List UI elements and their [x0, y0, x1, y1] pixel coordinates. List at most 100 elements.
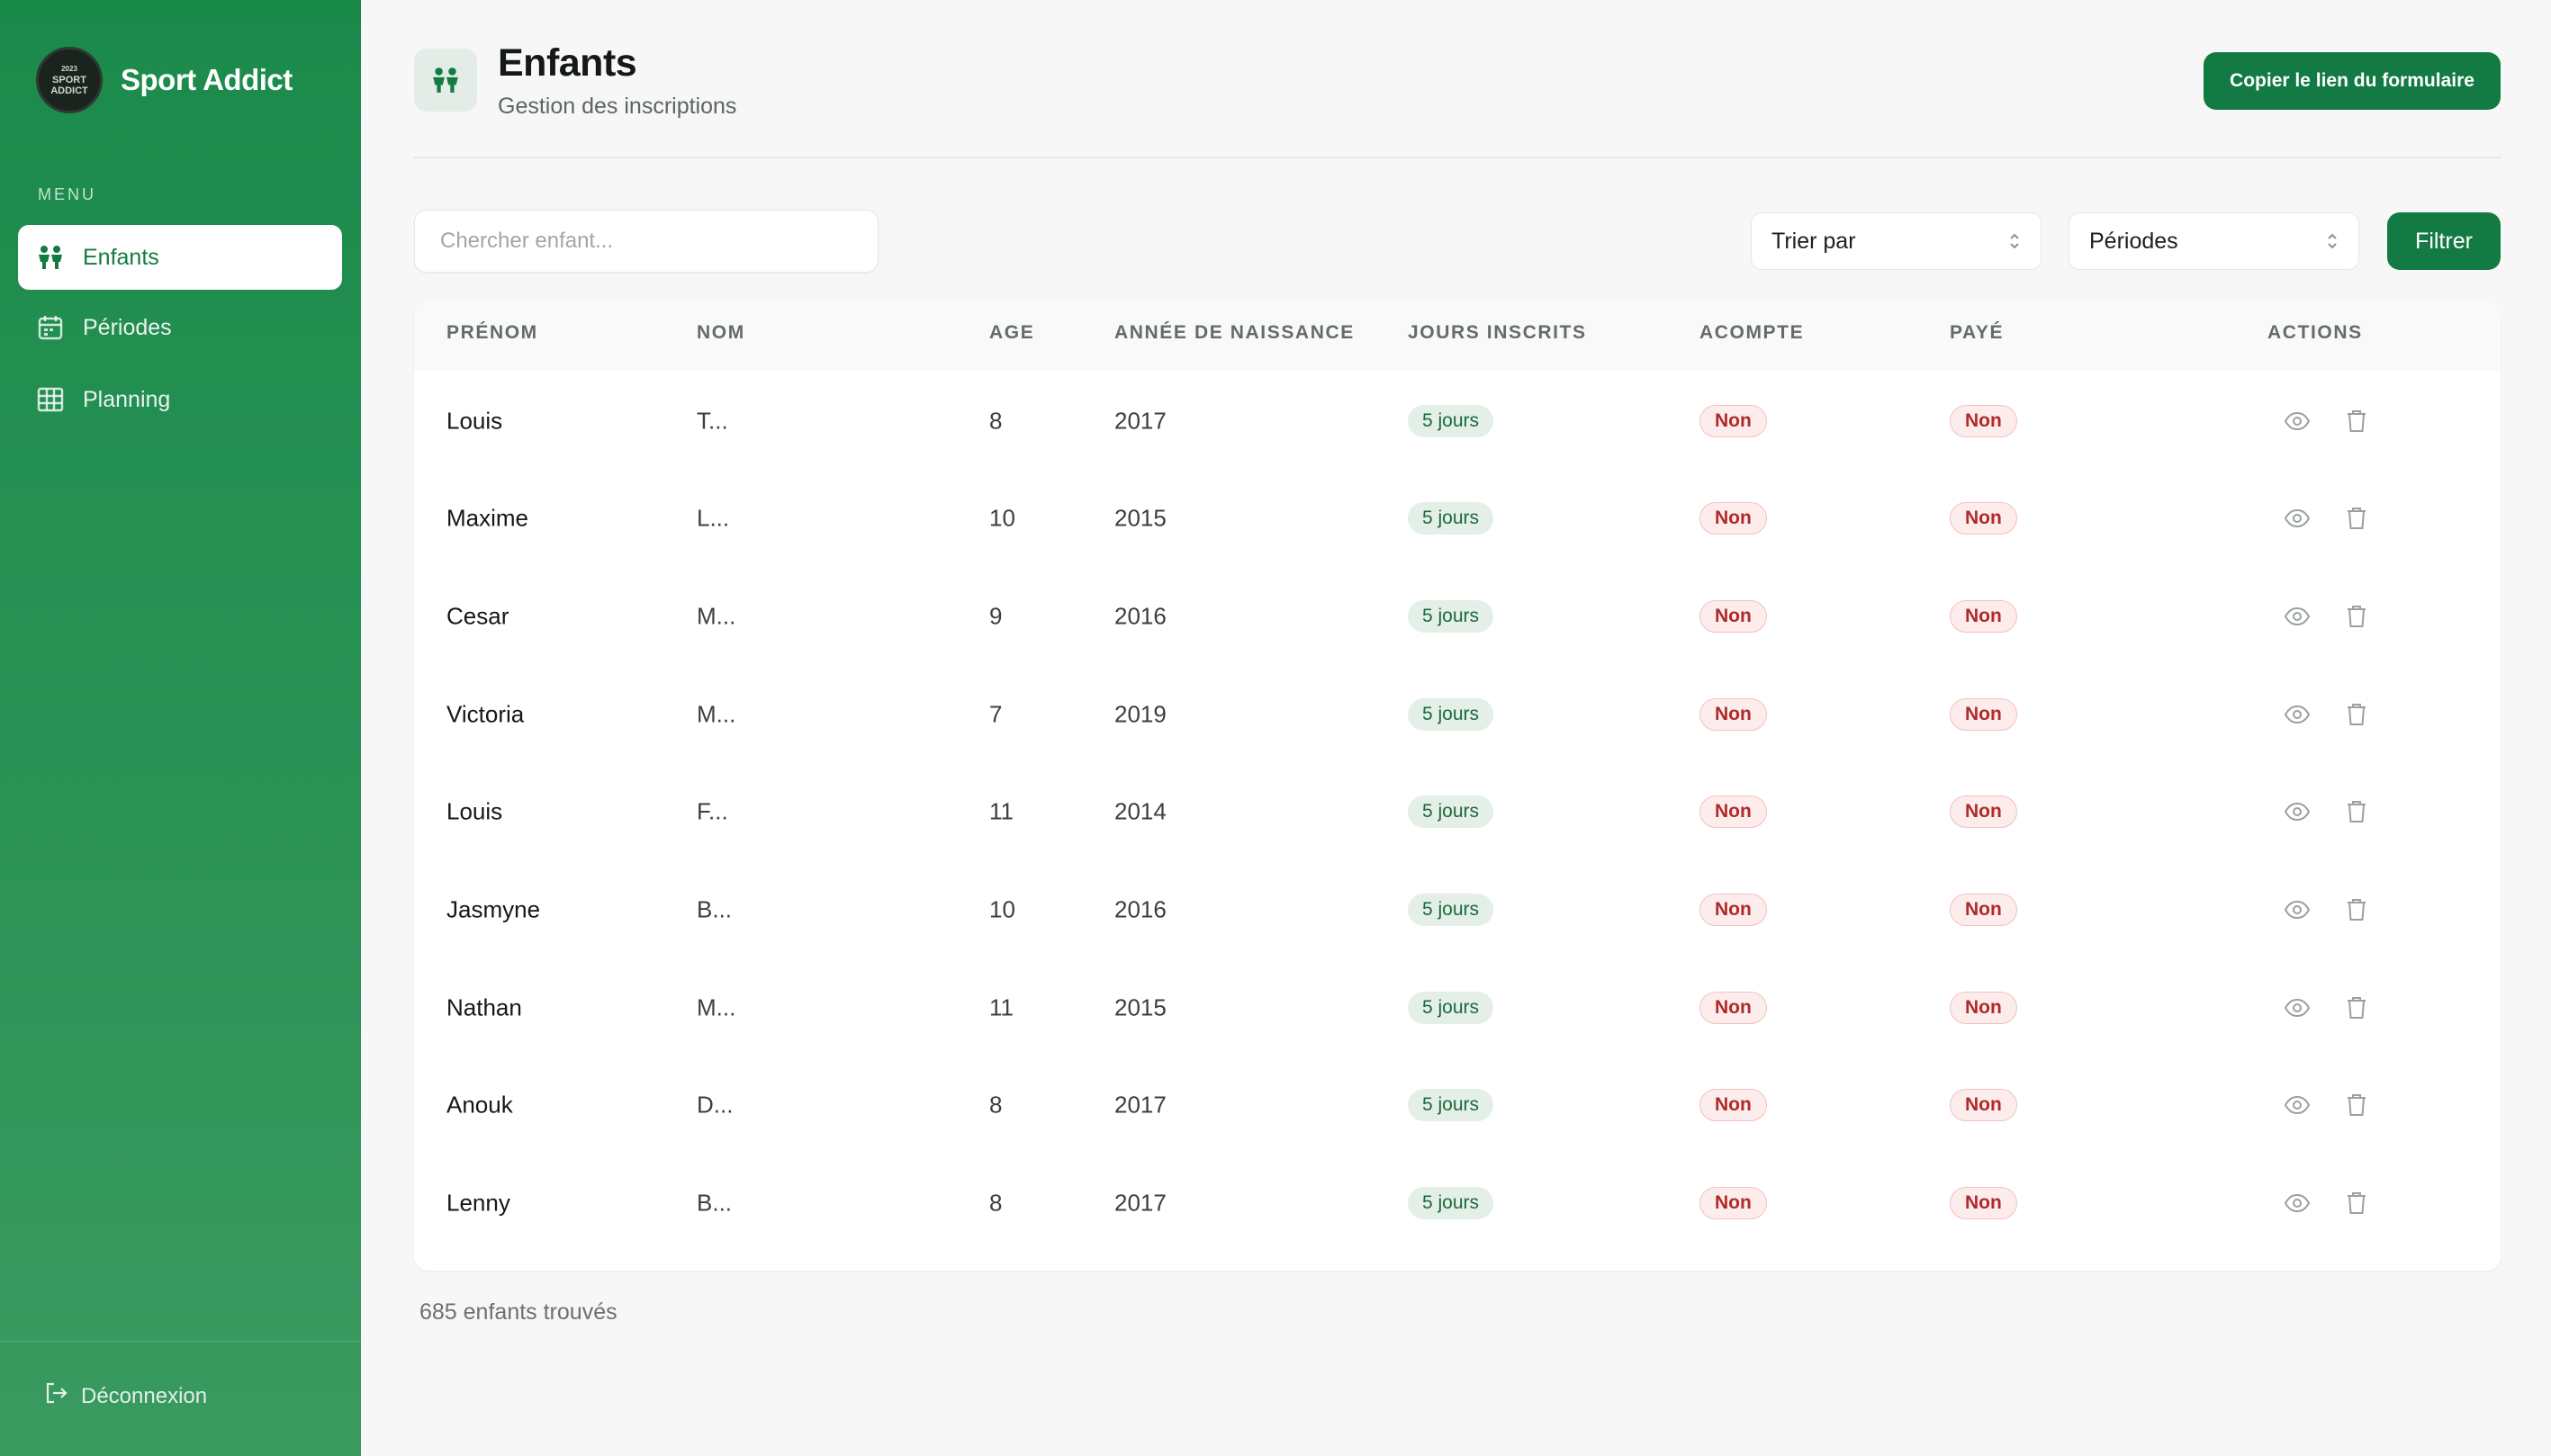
- paid-status-badge: Non: [1950, 894, 2017, 926]
- page-title: Enfants: [498, 41, 637, 85]
- logout-button[interactable]: Déconnexion: [43, 1380, 207, 1412]
- trash-icon[interactable]: [2341, 894, 2372, 925]
- cell-annee: 2017: [1114, 407, 1167, 434]
- cell-annee: 2019: [1114, 700, 1167, 728]
- deposit-status-badge: Non: [1699, 1089, 1767, 1122]
- column-header-age[interactable]: AGE: [989, 322, 1035, 343]
- cell-nom: L...: [697, 504, 730, 532]
- cell-annee: 2014: [1114, 797, 1167, 825]
- deposit-status-badge: Non: [1699, 894, 1767, 926]
- view-icon[interactable]: [2282, 503, 2312, 534]
- cell-prenom: Louis: [446, 407, 503, 434]
- sidebar-item-periodes[interactable]: Périodes: [18, 295, 342, 360]
- view-icon[interactable]: [2282, 1188, 2312, 1218]
- table-row[interactable]: Anouk D... 8 2017 5 jours Non Non: [414, 1056, 2501, 1155]
- paid-status-badge: Non: [1950, 1187, 2017, 1220]
- table-row[interactable]: Maxime L... 10 2015 5 jours Non Non: [414, 470, 2501, 568]
- sidebar-item-enfants[interactable]: Enfants: [18, 225, 342, 290]
- view-icon[interactable]: [2282, 406, 2312, 436]
- table-row[interactable]: Louis T... 8 2017 5 jours Non Non: [414, 372, 2501, 470]
- sidebar: 2023 SPORT ADDICT Sport Addict MENU Enfa…: [0, 0, 361, 1456]
- column-header-acompte[interactable]: ACOMPTE: [1699, 322, 1805, 343]
- logo-text-addict: ADDICT: [50, 85, 88, 96]
- cell-age: 9: [989, 602, 1003, 630]
- sort-select-label: Trier par: [1771, 228, 1856, 254]
- deposit-status-badge: Non: [1699, 599, 1767, 633]
- cell-prenom: Nathan: [446, 993, 522, 1021]
- sidebar-item-planning[interactable]: Planning: [18, 367, 342, 432]
- trash-icon[interactable]: [2341, 993, 2372, 1023]
- brand-logo: 2023 SPORT ADDICT: [36, 47, 103, 113]
- cell-prenom: Victoria: [446, 700, 525, 728]
- paid-status-badge: Non: [1950, 991, 2017, 1024]
- deposit-status-badge: Non: [1699, 502, 1767, 535]
- paid-status-badge: Non: [1950, 404, 2017, 437]
- trash-icon[interactable]: [2341, 601, 2372, 632]
- cell-nom: M...: [697, 602, 736, 630]
- chevron-updown-icon: [2326, 231, 2339, 251]
- calendar-icon: [36, 313, 65, 342]
- column-header-nom[interactable]: NOM: [697, 322, 745, 343]
- chevron-updown-icon: [2008, 231, 2021, 251]
- column-header-prenom[interactable]: PRÉNOM: [446, 322, 538, 343]
- table-row[interactable]: Jasmyne B... 10 2016 5 jours Non Non: [414, 861, 2501, 959]
- cell-prenom: Jasmyne: [446, 895, 541, 923]
- table-header: PRÉNOM NOM AGE ANNÉE DE NAISSANCE JOURS …: [414, 301, 2501, 371]
- trash-icon[interactable]: [2341, 1188, 2372, 1218]
- period-select[interactable]: Périodes: [2069, 212, 2359, 270]
- trash-icon[interactable]: [2341, 796, 2372, 827]
- trash-icon[interactable]: [2341, 1090, 2372, 1120]
- cell-prenom: Lenny: [446, 1189, 510, 1217]
- table-row[interactable]: Lenny B... 8 2017 5 jours Non Non: [414, 1155, 2501, 1253]
- brand[interactable]: 2023 SPORT ADDICT Sport Addict: [36, 47, 293, 113]
- table-row[interactable]: Nathan M... 11 2015 5 jours Non Non: [414, 958, 2501, 1056]
- deposit-status-badge: Non: [1699, 991, 1767, 1024]
- column-header-jours[interactable]: JOURS INSCRITS: [1408, 322, 1587, 343]
- cell-prenom: Maxime: [446, 504, 529, 532]
- grid-icon: [36, 385, 65, 414]
- search-input[interactable]: [414, 210, 879, 273]
- days-badge: 5 jours: [1408, 404, 1494, 437]
- cell-nom: F...: [697, 797, 728, 825]
- paid-status-badge: Non: [1950, 502, 2017, 535]
- column-header-annee[interactable]: ANNÉE DE NAISSANCE: [1114, 322, 1355, 343]
- paid-status-badge: Non: [1950, 1089, 2017, 1122]
- view-icon[interactable]: [2282, 601, 2312, 632]
- logout-icon: [43, 1380, 68, 1412]
- table-row[interactable]: Louis F... 11 2014 5 jours Non Non: [414, 763, 2501, 861]
- table-row[interactable]: Cesar M... 9 2016 5 jours Non Non: [414, 567, 2501, 665]
- table-row[interactable]: Victoria M... 7 2019 5 jours Non Non: [414, 665, 2501, 763]
- cell-nom: M...: [697, 700, 736, 728]
- view-icon[interactable]: [2282, 699, 2312, 730]
- page-subtitle: Gestion des inscriptions: [498, 94, 737, 119]
- filter-button[interactable]: Filtrer: [2387, 212, 2501, 270]
- cell-prenom: Cesar: [446, 602, 509, 630]
- trash-icon[interactable]: [2341, 406, 2372, 436]
- trash-icon[interactable]: [2341, 503, 2372, 534]
- page-icon: [414, 49, 477, 112]
- cell-annee: 2015: [1114, 993, 1167, 1021]
- sort-select[interactable]: Trier par: [1751, 212, 2042, 270]
- result-count: 685 enfants trouvés: [419, 1299, 617, 1325]
- column-header-paye[interactable]: PAYÉ: [1950, 322, 2005, 343]
- cell-nom: D...: [697, 1091, 734, 1119]
- days-badge: 5 jours: [1408, 1187, 1494, 1220]
- logo-text-year: 2023: [61, 65, 77, 73]
- view-icon[interactable]: [2282, 1090, 2312, 1120]
- cell-age: 10: [989, 504, 1015, 532]
- header-divider: [413, 157, 2501, 158]
- view-icon[interactable]: [2282, 993, 2312, 1023]
- cell-prenom: Louis: [446, 797, 503, 825]
- sidebar-item-label: Enfants: [83, 244, 159, 270]
- cell-age: 10: [989, 895, 1015, 923]
- menu-label: MENU: [38, 185, 96, 203]
- paid-status-badge: Non: [1950, 599, 2017, 633]
- view-icon[interactable]: [2282, 796, 2312, 827]
- cell-nom: B...: [697, 895, 733, 923]
- copy-form-link-button[interactable]: Copier le lien du formulaire: [2204, 52, 2501, 110]
- sidebar-item-label: Périodes: [83, 314, 172, 340]
- trash-icon[interactable]: [2341, 699, 2372, 730]
- deposit-status-badge: Non: [1699, 697, 1767, 731]
- cell-annee: 2015: [1114, 504, 1167, 532]
- view-icon[interactable]: [2282, 894, 2312, 925]
